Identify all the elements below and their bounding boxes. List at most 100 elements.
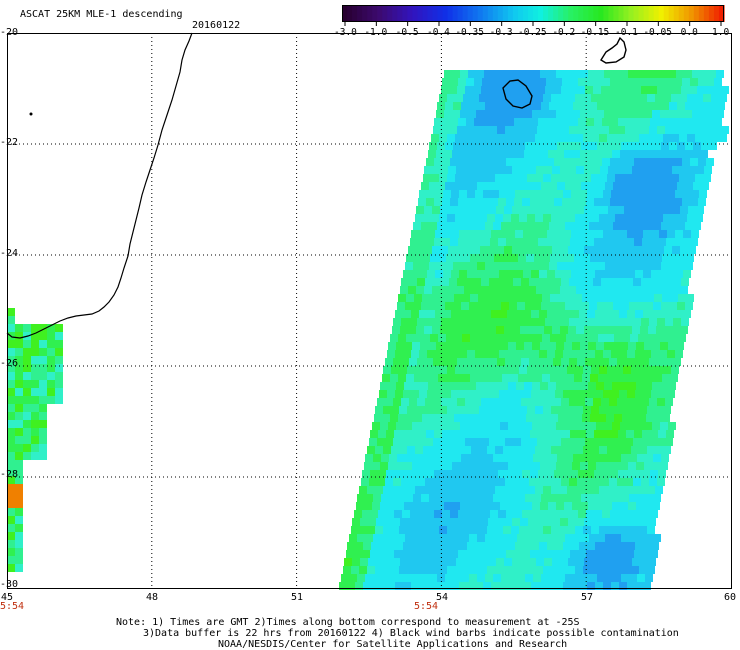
mle-cell [464,206,472,214]
mle-cell [650,198,658,206]
mle-cell [560,246,568,254]
mle-cell [584,246,592,254]
mle-cell [357,534,365,542]
mle-cell [496,286,504,294]
mle-cell [586,158,594,166]
mle-cell [609,278,617,286]
mle-cell [648,246,656,254]
mle-cell [412,502,420,510]
mle-cell [390,334,398,342]
mle-cell [638,414,646,422]
colorbar-segment [407,5,413,22]
mle-cell [604,462,612,470]
mle-cell [470,414,478,422]
mle-cell [596,110,604,118]
mle-cell [472,518,480,526]
mle-cell [573,142,581,150]
mle-cell [475,310,483,318]
mle-cell [682,78,690,86]
mle-cell [487,486,495,494]
mle-cell [619,350,627,358]
mle-cell [477,454,485,462]
colorbar-segment [392,5,398,22]
mle-cell [509,222,517,230]
colorbar-segment [422,5,429,22]
mle-cell [404,342,412,350]
mle-cell [535,94,543,102]
mle-cell [649,398,657,406]
mle-cell [549,102,557,110]
mle-cell [631,406,639,414]
mle-cell [506,78,514,86]
mle-cell [391,366,399,374]
mle-cell [23,396,31,404]
mle-cell [688,206,696,214]
mle-cell [489,86,497,94]
mle-cell [706,118,714,126]
mle-cell [585,438,593,446]
mle-cell [663,174,671,182]
mle-cell [560,326,568,334]
mle-cell [465,358,473,366]
mle-cell [667,230,675,238]
mle-cell [55,396,63,404]
mle-cell [15,420,23,428]
mle-cell [431,526,439,534]
mle-cell [665,438,673,446]
mle-cell [423,446,431,454]
mle-cell [579,230,587,238]
mle-cell [622,254,630,262]
mle-cell [665,398,673,406]
mle-cell [397,454,405,462]
mle-cell [546,118,554,126]
mle-cell [453,494,461,502]
mle-cell [23,364,31,372]
mle-cell [669,262,677,270]
mle-cell [682,198,690,206]
mle-cell [587,190,595,198]
mle-cell [578,470,586,478]
mle-cell [451,190,459,198]
mle-cell [667,270,675,278]
mle-cell [632,326,640,334]
mle-cell [641,278,649,286]
mle-cell [590,254,598,262]
mle-cell [349,574,357,582]
mle-cell [541,574,549,582]
mle-cell [505,398,513,406]
mle-cell [675,190,683,198]
mle-cell [635,270,643,278]
mle-cell [442,158,450,166]
mle-cell [464,246,472,254]
mle-cell [572,70,580,78]
mle-cell [649,478,657,486]
mle-cell [405,534,413,542]
mle-cell [470,254,478,262]
mle-cell [645,454,653,462]
colorbar-segment [533,5,539,22]
mle-cell [506,470,514,478]
mle-cell [621,574,629,582]
mle-cell [482,158,490,166]
mle-cell [455,486,463,494]
mle-cell [612,502,620,510]
mle-cell [505,478,513,486]
mle-cell [520,518,528,526]
mle-cell [643,350,651,358]
mle-cell [481,478,489,486]
mle-cell [404,422,412,430]
mle-cell [428,422,436,430]
mle-cell [435,390,443,398]
mle-cell [608,518,616,526]
mle-cell [575,174,583,182]
mle-cell [454,254,462,262]
mle-cell [457,126,465,134]
mle-cell [442,470,450,478]
mle-cell [433,438,441,446]
mle-cell [471,406,479,414]
mle-cell [511,486,519,494]
mle-cell [588,110,596,118]
mle-cell [423,406,431,414]
mle-cell [389,454,397,462]
mle-cell [653,494,661,502]
